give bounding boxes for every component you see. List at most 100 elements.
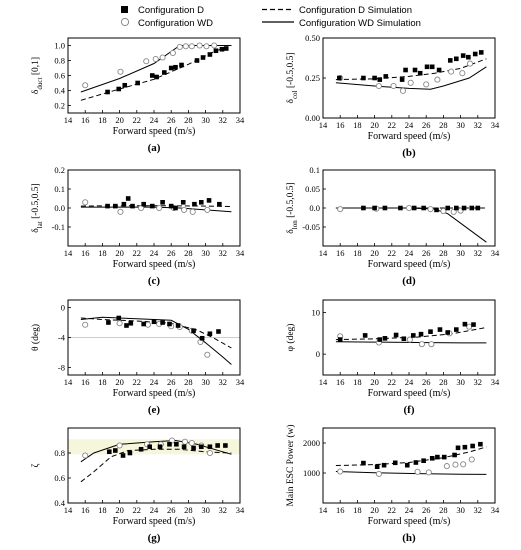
x-tick-label: 16 xyxy=(336,377,345,387)
y-tick-label: 0.2 xyxy=(54,101,65,111)
x-tick-label: 24 xyxy=(405,505,414,515)
x-tick-label: 18 xyxy=(98,505,107,515)
data-point-config-d xyxy=(168,203,174,209)
data-point-config-wd xyxy=(460,461,467,468)
data-point-config-d xyxy=(138,446,144,452)
data-point-config-d xyxy=(418,331,424,337)
y-axis-label: θ (deg) xyxy=(30,324,41,351)
x-tick-label: 24 xyxy=(405,377,414,387)
data-point-config-d xyxy=(337,75,342,81)
x-tick-label: 26 xyxy=(422,120,431,130)
sim-line-config-d xyxy=(80,205,232,207)
y-tick-label: -0.05 xyxy=(302,222,320,232)
legend-label: Configuration D Simulation xyxy=(299,5,412,16)
x-tick-label: 30 xyxy=(201,505,210,515)
data-point-config-d xyxy=(199,444,204,450)
x-axis-label: Forward speed (m/s) xyxy=(113,126,196,137)
y-tick-label: 0.0 xyxy=(309,203,320,213)
y-axis-label: δlat [-0.5,0.5] xyxy=(31,183,44,232)
data-point-config-d xyxy=(116,86,122,92)
x-tick-label: 16 xyxy=(81,248,90,258)
data-point-config-d xyxy=(191,328,196,334)
data-point-config-wd xyxy=(181,206,188,213)
data-point-config-wd xyxy=(169,49,176,57)
data-point-config-d xyxy=(113,203,118,209)
x-tick-label: 14 xyxy=(64,505,73,515)
panel-label: (h) xyxy=(402,532,416,544)
x-tick-label: 18 xyxy=(353,120,362,130)
x-tick-label: 14 xyxy=(319,377,328,387)
data-point-config-d xyxy=(167,441,172,447)
data-point-config-wd xyxy=(116,442,123,449)
x-tick-label: 30 xyxy=(456,377,465,387)
data-point-config-wd xyxy=(452,461,459,468)
data-point-config-d xyxy=(382,205,388,211)
data-point-config-wd xyxy=(176,43,183,51)
x-axis-label: Forward speed (m/s) xyxy=(113,388,196,399)
data-point-config-wd xyxy=(211,42,218,49)
y-tick-label: 1000 xyxy=(303,468,320,478)
panel-c: 14 16 18 20 22 24 26 28 30 32 34 -0.1 0.0 0.1 0.2 Forwa… xyxy=(31,165,245,287)
x-tick-label: 32 xyxy=(474,377,483,387)
y-tick-label: 2000 xyxy=(303,438,320,448)
panel-a: 14 16 18 20 22 24 26 28 30 32 34 0.2 0.4 0.6 0.8 1.0 For… xyxy=(31,37,245,154)
data-point-config-d xyxy=(381,462,387,468)
x-tick-label: 34 xyxy=(491,248,500,258)
data-point-config-d xyxy=(435,454,440,460)
data-point-config-wd xyxy=(204,351,211,358)
data-point-config-d xyxy=(454,56,459,62)
y-tick-label: 0.6 xyxy=(54,473,65,483)
panel-label: (e) xyxy=(148,404,161,416)
data-point-config-wd xyxy=(406,336,413,343)
y-tick-label: 0 xyxy=(316,349,320,359)
data-point-config-d xyxy=(392,460,398,466)
x-tick-label: 28 xyxy=(439,248,448,258)
x-tick-label: 22 xyxy=(133,377,142,387)
data-point-config-wd xyxy=(405,204,413,212)
panel-label: (a) xyxy=(148,142,161,154)
x-tick-label: 16 xyxy=(336,120,345,130)
data-point-config-d xyxy=(429,456,435,461)
y-tick-label: 0.2 xyxy=(54,165,65,175)
x-tick-label: 14 xyxy=(64,115,73,125)
data-point-config-d xyxy=(106,449,112,455)
data-point-config-d xyxy=(454,205,459,211)
data-point-config-d xyxy=(461,205,467,211)
data-point-config-d xyxy=(213,48,219,54)
data-point-config-d xyxy=(361,75,366,81)
data-point-config-d xyxy=(478,441,483,447)
x-tick-label: 34 xyxy=(236,248,245,258)
x-axis-label: Forward speed (m/s) xyxy=(113,516,196,527)
data-point-config-d xyxy=(475,205,481,211)
data-point-config-wd xyxy=(467,60,474,67)
data-point-config-d xyxy=(412,67,418,73)
y-axis-label: δduct [0,1] xyxy=(31,57,44,94)
data-point-config-d xyxy=(135,80,140,86)
data-point-config-d xyxy=(436,67,442,73)
x-tick-label: 14 xyxy=(64,248,73,258)
data-point-config-wd xyxy=(450,208,457,215)
data-point-config-d xyxy=(469,205,475,211)
legend-entry-config-wd: Configuration WD xyxy=(120,17,213,29)
data-point-config-wd xyxy=(459,70,466,77)
x-tick-label: 22 xyxy=(133,248,142,258)
x-tick-label: 18 xyxy=(98,115,107,125)
data-point-config-d xyxy=(429,64,435,70)
data-point-config-d xyxy=(424,64,430,70)
x-tick-label: 28 xyxy=(184,115,193,125)
x-tick-label: 18 xyxy=(98,377,107,387)
panel-h: 14 16 18 20 22 24 26 28 30 32 34 1000 2000 Forward sp… xyxy=(285,424,500,544)
x-tick-label: 32 xyxy=(474,505,483,515)
x-tick-label: 24 xyxy=(150,248,159,258)
data-point-config-d xyxy=(207,444,213,450)
sim-line-config-wd xyxy=(335,341,487,344)
data-point-config-wd xyxy=(206,449,213,457)
x-tick-label: 32 xyxy=(219,377,228,387)
data-point-config-d xyxy=(147,444,152,450)
data-point-config-d xyxy=(411,205,417,211)
panel-label: (c) xyxy=(148,275,161,287)
data-point-config-d xyxy=(168,65,174,71)
x-tick-label: 30 xyxy=(201,248,210,258)
data-point-config-d xyxy=(445,205,450,211)
data-point-config-wd xyxy=(428,341,435,348)
